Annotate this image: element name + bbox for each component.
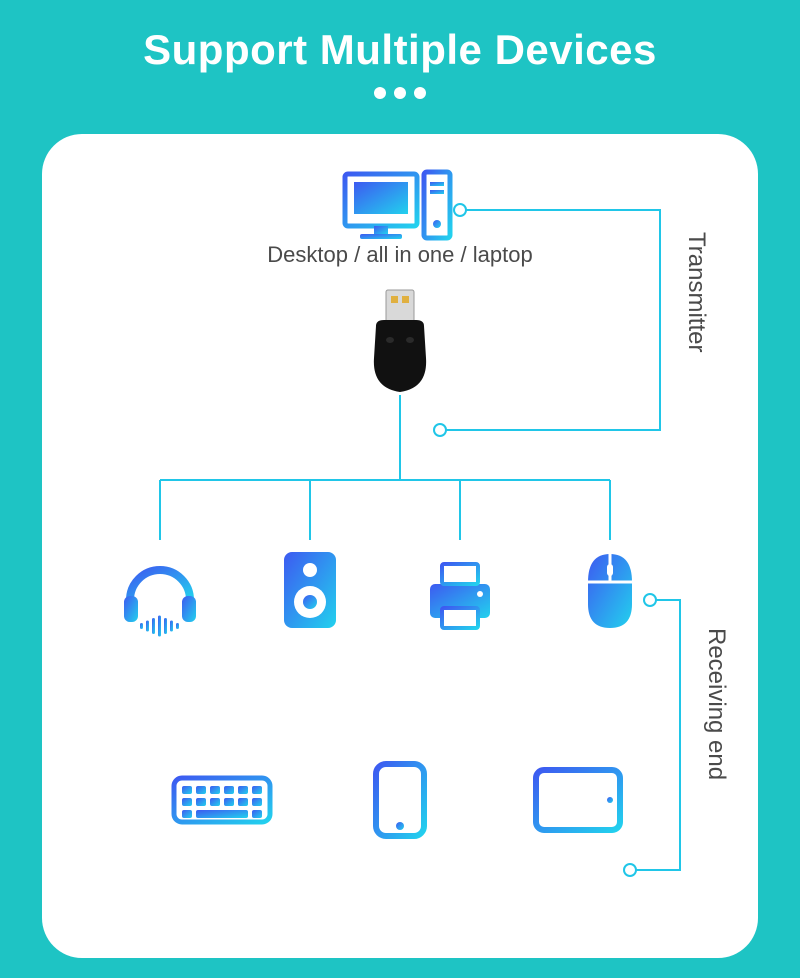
printer-icon xyxy=(430,564,490,628)
phone-icon xyxy=(376,764,424,836)
mouse-icon xyxy=(588,554,632,628)
usb-dongle-icon xyxy=(374,290,426,392)
computer-icon xyxy=(345,172,450,239)
speaker-icon xyxy=(284,552,336,628)
diagram-svg xyxy=(0,0,800,978)
headphones-icon xyxy=(124,570,196,637)
tablet-icon xyxy=(536,770,620,830)
keyboard-icon xyxy=(174,778,270,822)
